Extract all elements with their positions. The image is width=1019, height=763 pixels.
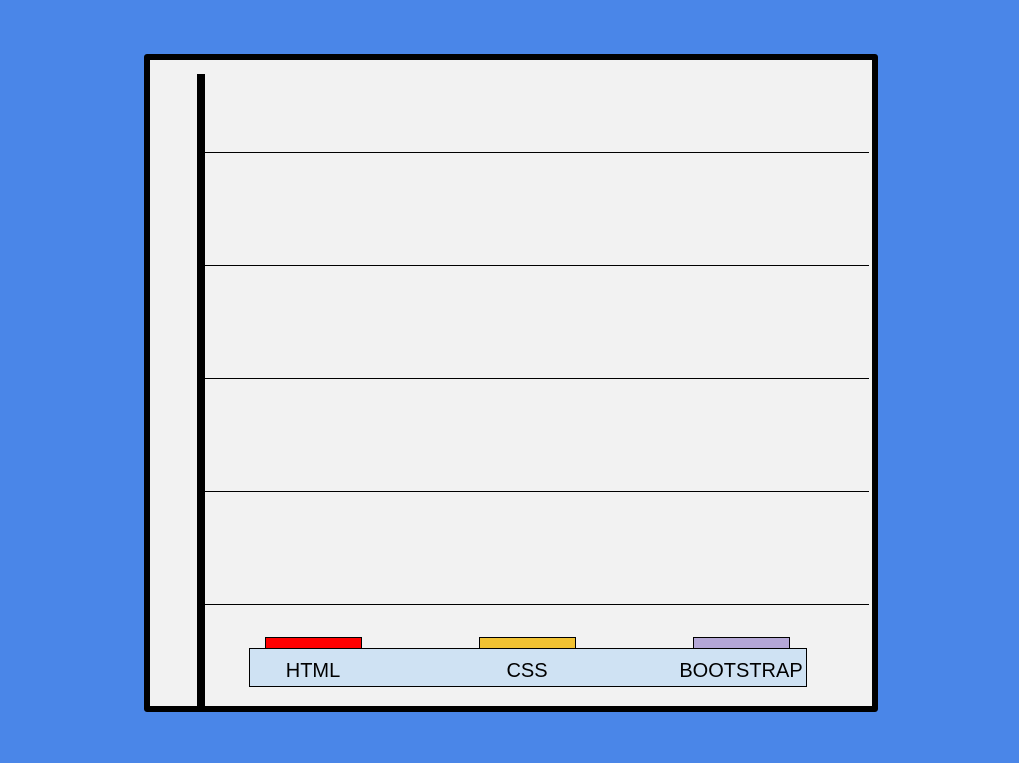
tick-label-css: CSS [506,660,547,682]
gridlines [205,152,869,605]
bar-css [479,637,576,649]
bar-bootstrap [693,637,790,649]
tick-label-html: HTML [286,660,340,682]
bar-html [265,637,362,649]
chart-frame [144,54,878,712]
bars [265,637,790,649]
y-axis [197,74,205,706]
tick-label-bootstrap: BOOTSTRAP [679,660,802,682]
category-label-strip [249,648,807,687]
x-tick-labels: HTML CSS BOOTSTRAP [286,660,803,682]
